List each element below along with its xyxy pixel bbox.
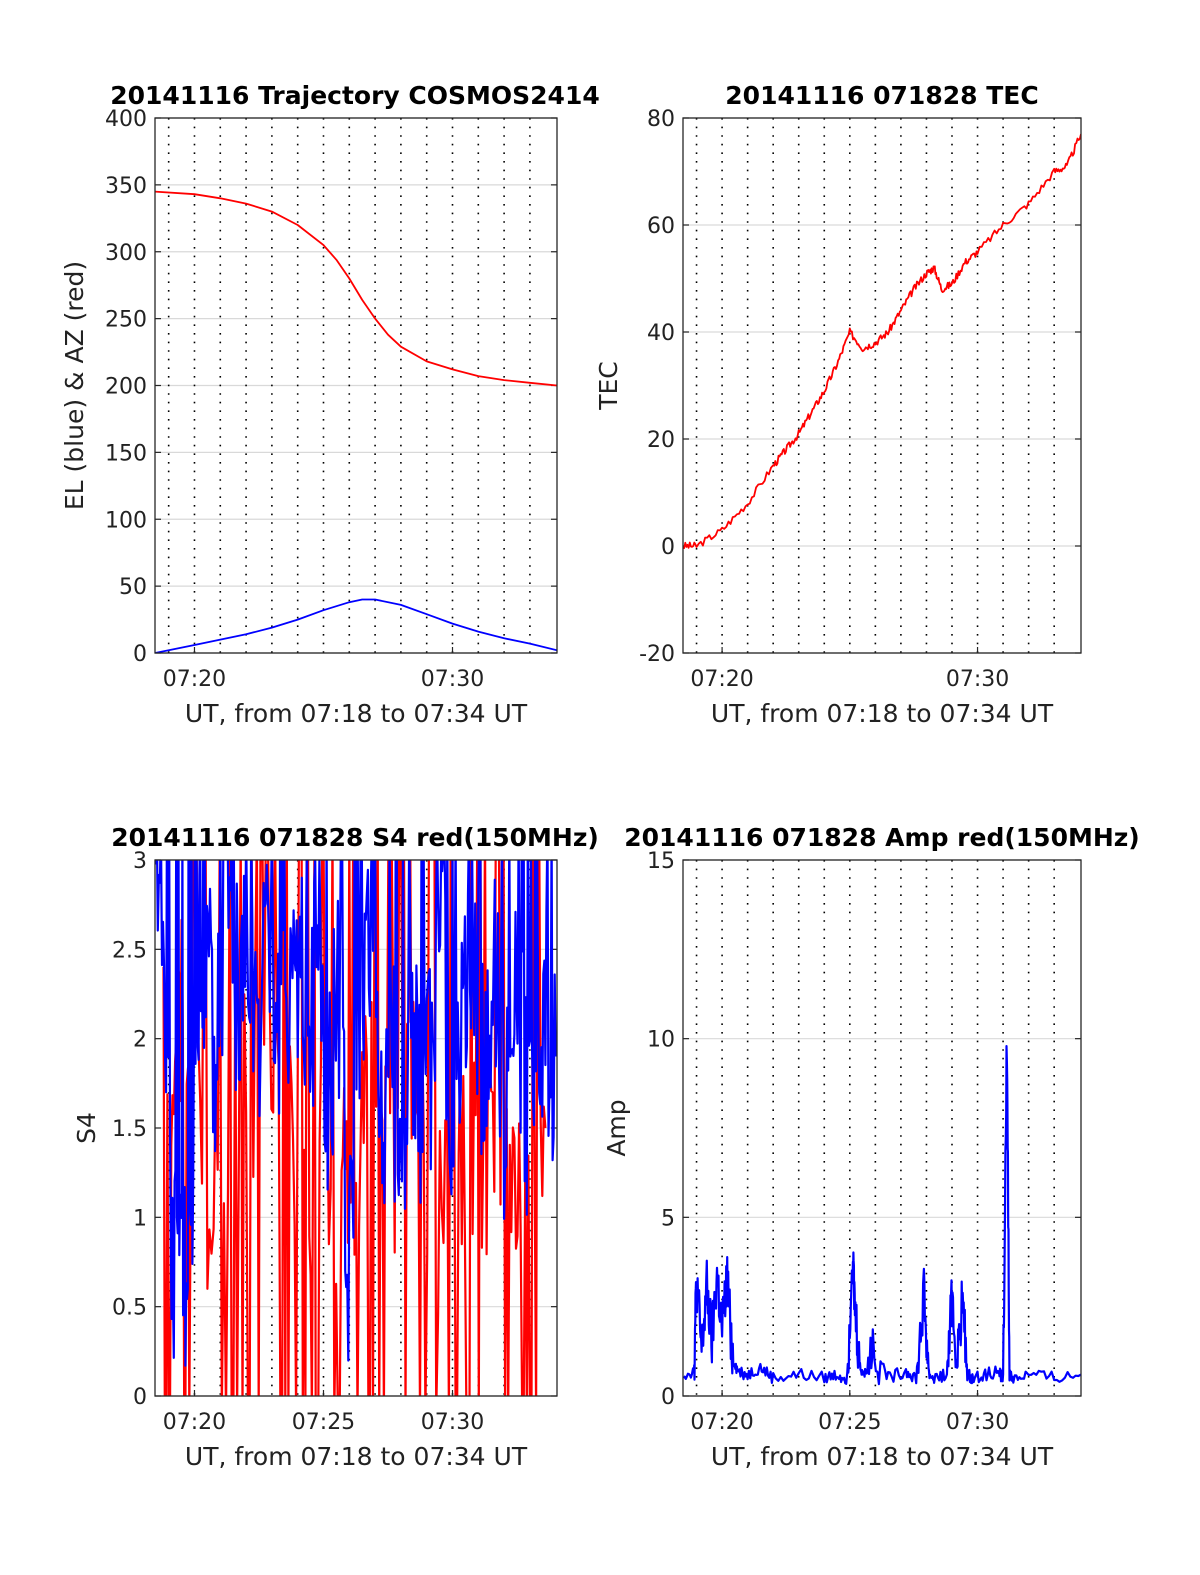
y-tick-label: 250	[105, 308, 147, 333]
y-tick-label: 15	[647, 849, 675, 874]
series-line-0	[683, 1045, 1081, 1386]
y-tick-label: 150	[105, 441, 147, 466]
x-tick-label: 07:20	[163, 1410, 226, 1435]
y-tick-label: 10	[647, 1028, 675, 1053]
axes-frame	[682, 117, 1082, 654]
y-tick-label: 0	[133, 642, 147, 667]
series-line-0	[683, 133, 1081, 549]
y-tick-label: 400	[105, 107, 147, 132]
x-axis-label: UT, from 07:18 to 07:34 UT	[711, 699, 1054, 728]
x-tick-label: 07:25	[818, 1410, 881, 1435]
x-tick-label: 07:25	[292, 1410, 355, 1435]
x-axis-label: UT, from 07:18 to 07:34 UT	[711, 1442, 1054, 1471]
y-tick-label: 0	[661, 535, 675, 560]
y-tick-label: 200	[105, 375, 147, 400]
chart-traj: 0 50 100 150 200 250 300 350 400 07:20 07:30 201411…	[60, 81, 600, 728]
axes-frame	[154, 117, 558, 654]
y-tick-label: 5	[661, 1206, 675, 1231]
axes-frame	[154, 859, 558, 1397]
chart-s4: 0 0.5 1 1.5 2 2.5 3 07:20 07:25 07:30 20141116 071…	[72, 823, 599, 1471]
x-tick-label: 07:20	[163, 667, 226, 692]
chart-title: 20141116 071828 S4 red(150MHz)	[111, 823, 599, 852]
series-line-1	[155, 860, 557, 1367]
chart-amp: 0 5 10 15 07:20 07:25 07:30 20141116 071828 Amp…	[602, 823, 1140, 1471]
y-tick-label: 80	[647, 107, 675, 132]
x-axis-label: UT, from 07:18 to 07:34 UT	[185, 1442, 528, 1471]
x-tick-label: 07:30	[421, 1410, 484, 1435]
y-tick-label: 0	[133, 1385, 147, 1410]
y-tick-label: 40	[647, 321, 675, 346]
chart-title: 20141116 071828 TEC	[725, 81, 1038, 110]
series-line-0	[155, 190, 557, 387]
y-tick-label: 300	[105, 241, 147, 266]
y-tick-label: 20	[647, 428, 675, 453]
y-axis-label: Amp	[602, 1099, 631, 1156]
y-tick-label: 3	[133, 849, 147, 874]
x-tick-label: 07:20	[690, 667, 753, 692]
y-tick-label: 350	[105, 174, 147, 199]
x-tick-label: 07:20	[690, 1410, 753, 1435]
y-tick-label: 0	[661, 1385, 675, 1410]
x-tick-label: 07:30	[946, 1410, 1009, 1435]
chart-title: 20141116 071828 Amp red(150MHz)	[624, 823, 1140, 852]
y-tick-label: 50	[119, 575, 147, 600]
y-tick-label: 2.5	[112, 938, 147, 963]
axes-frame	[682, 859, 1082, 1397]
y-tick-label: 1.5	[112, 1117, 147, 1142]
y-tick-label: 1	[133, 1206, 147, 1231]
x-tick-label: 07:30	[946, 667, 1009, 692]
y-tick-label: 0.5	[112, 1296, 147, 1321]
y-tick-label: 2	[133, 1028, 147, 1053]
x-axis-label: UT, from 07:18 to 07:34 UT	[185, 699, 528, 728]
y-tick-label: 100	[105, 508, 147, 533]
chart-title: 20141116 Trajectory COSMOS2414	[110, 81, 600, 110]
y-axis-label: S4	[72, 1112, 101, 1144]
x-tick-label: 07:30	[421, 667, 484, 692]
y-axis-label: EL (blue) & AZ (red)	[60, 261, 89, 510]
y-tick-label: 60	[647, 214, 675, 239]
chart-tec: -20 0 20 40 60 80 07:20 07:30 20141116 071828 TE…	[594, 81, 1082, 728]
y-axis-label: TEC	[594, 361, 623, 411]
y-tick-label: -20	[639, 642, 675, 667]
series-line-1	[155, 598, 557, 653]
